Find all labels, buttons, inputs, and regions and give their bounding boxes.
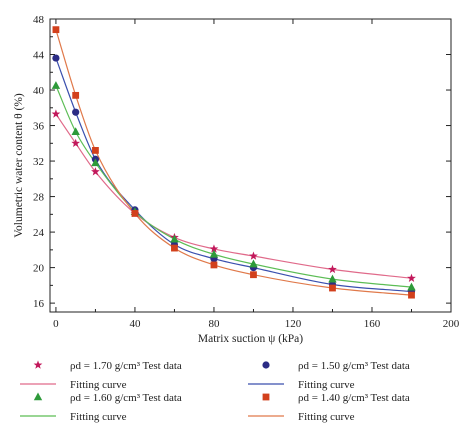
y-tick-label: 28 (33, 192, 45, 204)
legend-label: ρd = 1.50 g/cm³ Test data (298, 360, 410, 372)
legend-marker (262, 393, 270, 401)
legend-fit-label: Fitting curve (70, 411, 127, 423)
data-point (249, 251, 258, 260)
x-tick-label: 120 (285, 318, 302, 330)
data-point (131, 210, 139, 217)
x-tick-label: 40 (129, 318, 141, 330)
y-tick-label: 20 (33, 263, 45, 275)
fitting-curve (55, 29, 412, 296)
data-point (52, 26, 60, 34)
x-tick-label: 160 (364, 318, 381, 330)
data-point (209, 249, 219, 258)
data-point (91, 158, 100, 167)
data-point (329, 284, 336, 292)
data-point (51, 81, 61, 89)
y-tick-label: 24 (33, 227, 45, 239)
data-point (72, 91, 80, 99)
data-point (72, 108, 80, 116)
legend-marker (262, 361, 270, 369)
data-point (328, 264, 337, 274)
data-point (52, 54, 60, 62)
x-tick-label: 200 (443, 318, 460, 330)
data-point (408, 291, 415, 299)
y-tick-label: 48 (33, 14, 45, 26)
x-axis-label: Matrix suction ψ (kPa) (198, 333, 303, 345)
data-point (210, 261, 218, 269)
data-point (170, 234, 179, 243)
legend-fit-label: Fitting curve (298, 379, 355, 391)
legend-marker (33, 392, 43, 401)
fitting-curve (55, 113, 412, 279)
plot-area (51, 26, 416, 299)
fitting-curve (55, 85, 412, 288)
data-point (171, 244, 178, 252)
x-tick-label: 80 (208, 318, 220, 330)
fitting-curve (55, 57, 412, 293)
data-point (250, 271, 257, 279)
data-point (91, 167, 100, 176)
data-point (407, 273, 416, 282)
plot-frame (49, 18, 452, 313)
y-tick-label: 32 (33, 156, 44, 168)
legend-fit-label: Fitting curve (70, 379, 127, 391)
legend-label: ρd = 1.40 g/cm³ Test data (298, 392, 410, 404)
data-point (92, 147, 99, 154)
legend-fit-label: Fitting curve (298, 411, 355, 423)
legend-label: ρd = 1.70 g/cm³ Test data (70, 360, 182, 372)
data-point (71, 127, 80, 136)
y-tick-label: 40 (33, 85, 45, 97)
data-point (71, 138, 81, 148)
data-point (328, 274, 337, 283)
data-point (249, 259, 258, 268)
y-axis-label: Volumetric water content θ (%) (13, 93, 25, 238)
data-point (51, 109, 61, 118)
y-tick-label: 44 (33, 50, 45, 62)
axes: 0 40 80 120 160 200 16 20 24 28 32 36 40 44 48 (33, 14, 460, 330)
legend-label: ρd = 1.60 g/cm³ Test data (70, 392, 182, 404)
data-point (407, 282, 416, 291)
legend-marker (33, 360, 43, 369)
y-tick-label: 16 (33, 298, 45, 310)
y-tick-label: 36 (33, 121, 45, 133)
x-tick-label: 0 (53, 318, 59, 330)
data-point (209, 244, 219, 253)
